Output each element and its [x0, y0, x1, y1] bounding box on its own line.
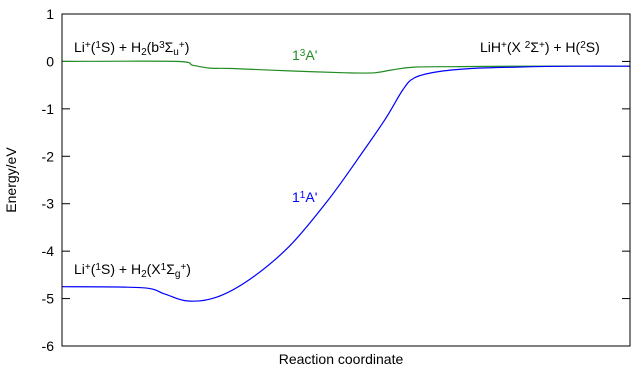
annotation-reactants-singlet: Li+(1S) + H2(X1Σg+) [74, 261, 191, 280]
y-tick-label: -2 [42, 148, 55, 164]
y-axis-ticks: 1 0 -1 -2 -3 -4 -5 -6 [42, 6, 630, 354]
annotation-products: LiH+(X 2Σ+) + H(2S) [480, 39, 600, 55]
series-line-singlet [61, 65, 631, 302]
series-lines [61, 60, 631, 302]
label-triplet-state: 13A' [292, 47, 317, 63]
y-tick-label: -6 [42, 338, 55, 354]
series-line-triplet [61, 60, 631, 74]
y-tick-label: -5 [42, 291, 55, 307]
y-axis-label: Energy/eV [3, 147, 19, 213]
y-tick-label: -4 [42, 243, 55, 259]
y-tick-label: -3 [42, 196, 55, 212]
plot-frame [61, 13, 631, 347]
label-singlet-state: 11A' [292, 189, 317, 205]
y-tick-label: 1 [46, 6, 54, 22]
x-axis-label: Reaction coordinate [279, 351, 404, 367]
annotation-reactants-triplet: Li+(1S) + H2(b3Σu+) [74, 39, 189, 58]
y-tick-label: 0 [46, 53, 54, 69]
y-tick-label: -1 [42, 101, 55, 117]
